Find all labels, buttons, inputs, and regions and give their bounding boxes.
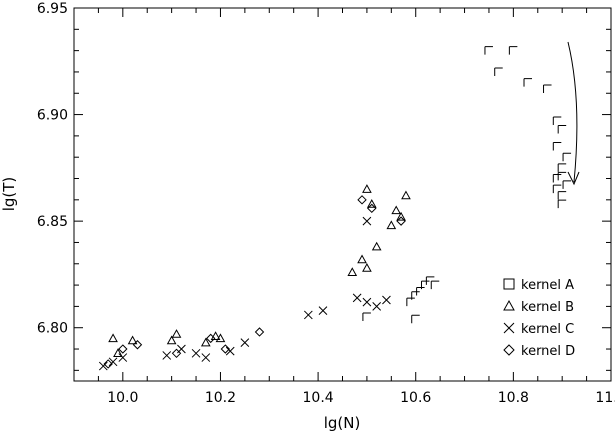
kernel-a-point xyxy=(557,199,567,209)
kernel-a-point xyxy=(557,163,567,172)
kernel-c-point xyxy=(362,297,372,307)
kernel-b-point xyxy=(391,205,402,215)
kernel-c-point xyxy=(118,353,128,362)
kernel-c-point xyxy=(98,361,108,371)
kernel-a-point xyxy=(416,286,425,296)
kernel-d-point xyxy=(396,216,406,226)
kernel-c-point xyxy=(303,310,313,320)
kernel-a-point xyxy=(508,46,518,55)
kernel-a-point xyxy=(557,191,567,200)
kernel-a-point xyxy=(562,152,572,162)
kernel-a-point xyxy=(557,171,567,181)
kernel-c-point xyxy=(108,357,118,367)
kernel-d-point xyxy=(367,203,377,214)
kernel-a-point xyxy=(557,124,567,134)
kernel-a-point xyxy=(411,291,420,300)
kernel-a-point xyxy=(484,46,493,55)
y-tick-label: 6.95 xyxy=(37,1,68,17)
legend: kernel A kernel B kernel C kernel D xyxy=(503,278,575,359)
kernel-b-point xyxy=(215,333,226,343)
kernel-a-point xyxy=(552,174,562,183)
kernel-a-point xyxy=(494,67,503,76)
kernel-c-point xyxy=(201,353,211,362)
kernel-b-point xyxy=(371,241,382,251)
kernel-b-point xyxy=(401,190,411,200)
x-tick-label: 10.2 xyxy=(205,390,236,406)
kernel-b-point xyxy=(200,337,211,347)
kernel-a-point xyxy=(411,314,420,324)
axis-tick-labels: 10.0 10.2 10.4 10.6 10.8 11.0 6.80 6.85 6.90 6.95 xyxy=(37,1,615,406)
trend-arrow xyxy=(567,41,578,183)
kernel-b-point xyxy=(171,329,182,338)
legend-marker-kernel-c xyxy=(503,322,515,334)
legend-label-kernel-a: kernel A xyxy=(521,278,574,293)
kernel-a-point xyxy=(552,116,562,125)
legend-marker-kernel-a xyxy=(503,278,515,290)
x-axis-label: lg(N) xyxy=(324,414,361,432)
kernel-d-point xyxy=(118,344,128,354)
kernel-b-point xyxy=(362,263,372,272)
kernel-a-point xyxy=(552,142,562,151)
kernel-b-point xyxy=(366,199,377,208)
kernel-a-point xyxy=(406,297,415,307)
kernel-d-point xyxy=(205,333,216,344)
kernel-b-point xyxy=(357,254,367,264)
kernel-a-point xyxy=(430,280,440,290)
axis-ticks xyxy=(74,7,611,381)
kernel-b-point xyxy=(166,335,177,345)
kernel-a-point xyxy=(562,180,572,189)
y-tick-label: 6.80 xyxy=(37,321,68,337)
y-tick-label: 6.90 xyxy=(37,108,68,124)
y-axis-label: lg(T) xyxy=(0,177,18,212)
kernel-c-point xyxy=(382,295,391,305)
kernel-c-point xyxy=(225,346,235,356)
legend-label-kernel-d: kernel D xyxy=(521,344,575,359)
kernel-a-point xyxy=(552,184,562,194)
kernel-c-point xyxy=(372,302,382,311)
x-tick-label: 10.6 xyxy=(400,390,431,406)
kernel-c-point xyxy=(162,351,172,360)
kernel-a-point xyxy=(523,78,533,87)
kernel-c-point xyxy=(318,306,328,316)
kernel-a-point xyxy=(543,84,552,93)
legend-label-kernel-c: kernel C xyxy=(521,322,574,337)
kernel-c-point xyxy=(362,216,372,226)
kernel-c-point xyxy=(240,338,250,347)
data-points xyxy=(98,46,572,371)
kernel-d-point xyxy=(171,348,182,358)
kernel-a-point xyxy=(420,280,430,290)
legend-marker-kernel-b xyxy=(503,299,515,311)
kernel-d-point xyxy=(132,340,143,350)
kernel-b-point xyxy=(386,220,397,230)
kernel-c-point xyxy=(191,348,201,358)
x-tick-label: 10.8 xyxy=(498,390,529,406)
kernel-d-point xyxy=(220,344,231,354)
trend-arrow-head xyxy=(567,171,580,186)
legend-label-kernel-b: kernel B xyxy=(521,300,574,315)
kernel-b-point xyxy=(347,267,358,276)
kernel-a-point xyxy=(425,276,435,285)
y-tick-label: 6.85 xyxy=(37,214,68,230)
kernel-b-point xyxy=(127,335,138,345)
kernel-d-point xyxy=(357,195,367,205)
legend-marker-kernel-d xyxy=(503,344,515,356)
x-tick-label: 11.0 xyxy=(595,390,615,406)
kernel-b-point xyxy=(113,348,123,357)
kernel-d-point xyxy=(254,327,265,337)
x-tick-label: 10.0 xyxy=(107,390,138,406)
kernel-c-point xyxy=(352,293,362,303)
kernel-b-point xyxy=(210,331,221,340)
x-tick-label: 10.4 xyxy=(303,390,334,406)
kernel-b-point xyxy=(362,184,372,193)
kernel-b-point xyxy=(108,333,118,343)
kernel-a-point xyxy=(362,312,371,322)
kernel-b-point xyxy=(396,211,406,221)
kernel-d-point xyxy=(103,359,113,369)
